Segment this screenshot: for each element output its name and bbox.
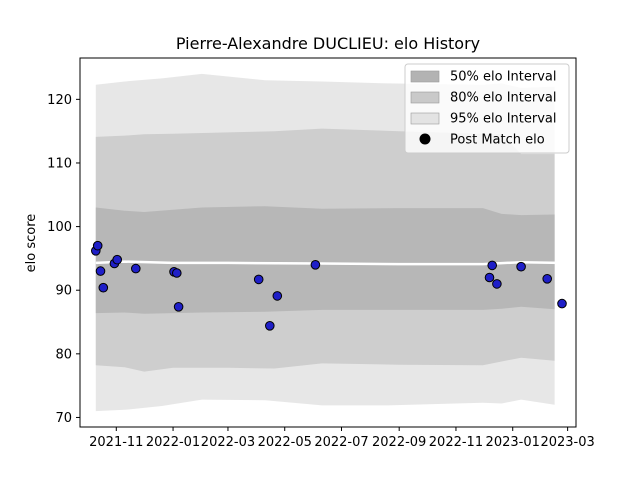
legend-label-points: Post Match elo	[450, 133, 545, 148]
y-tick-label: 110	[47, 156, 72, 171]
data-point	[484, 272, 495, 283]
data-point	[112, 254, 122, 265]
y-tick-label: 100	[47, 220, 72, 235]
data-point	[92, 240, 103, 251]
x-tick-label: 2022-07	[314, 435, 368, 450]
legend-label-band50: 50% elo Interval	[450, 70, 557, 85]
x-tick-label: 2022-11	[429, 435, 483, 450]
x-tick-label: 2022-09	[372, 435, 426, 450]
data-point	[557, 298, 567, 309]
x-tick-label: 2023-03	[540, 435, 594, 450]
data-point	[172, 268, 182, 278]
data-point	[131, 263, 141, 274]
data-point	[272, 291, 283, 301]
legend-label-band80: 80% elo Interval	[450, 91, 557, 106]
band50-area	[95, 206, 555, 314]
legend-swatch-band50	[410, 70, 440, 83]
data-point	[173, 302, 184, 312]
x-tick-label: 2022-01	[146, 435, 200, 450]
x-tick-label: 2021-11	[89, 435, 143, 450]
y-axis-label: elo score	[24, 214, 39, 273]
mean-elo-line	[95, 260, 560, 266]
x-tick-label: 2023-01	[486, 435, 540, 450]
legend-swatch-band80	[410, 91, 440, 104]
x-axis: 2021-11 2022-01 2022-03 2022-05 2022-07 2022-…	[89, 427, 595, 450]
x-tick-label: 2022-05	[258, 435, 312, 450]
legend-box	[404, 63, 570, 154]
plot-area	[91, 73, 567, 412]
data-point	[95, 266, 106, 276]
data-point	[253, 274, 264, 285]
data-point	[265, 321, 275, 331]
data-point	[516, 261, 526, 272]
legend-marker-points	[419, 133, 431, 145]
x-tick-label: 2022-03	[201, 435, 255, 450]
y-tick-label: 80	[55, 347, 72, 362]
data-point	[487, 260, 498, 271]
data-point	[98, 282, 109, 293]
plot-frame	[79, 57, 577, 428]
data-point	[492, 279, 502, 289]
chart-title: Pierre-Alexandre DUCLIEU: elo History	[176, 34, 480, 53]
y-axis: 70 80 90 100 110 120	[47, 93, 80, 426]
y-tick-label: 70	[55, 411, 72, 426]
legend: 50% elo Interval 80% elo Interval 95% elo …	[404, 63, 570, 154]
y-tick-label: 90	[55, 284, 72, 299]
data-point	[542, 274, 553, 284]
legend-label-band95: 95% elo Interval	[450, 112, 557, 127]
data-point	[310, 260, 321, 270]
y-tick-label: 120	[47, 93, 72, 108]
legend-swatch-band95	[410, 112, 440, 125]
